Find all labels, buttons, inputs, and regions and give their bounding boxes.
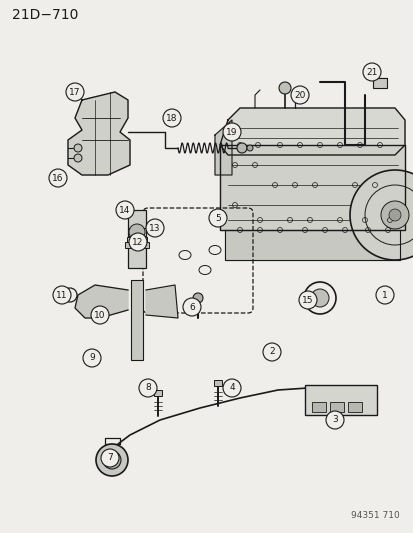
Text: 14: 14 xyxy=(119,206,131,214)
Circle shape xyxy=(310,289,328,307)
Circle shape xyxy=(278,82,290,94)
FancyBboxPatch shape xyxy=(347,402,361,412)
Circle shape xyxy=(163,109,180,127)
Text: 17: 17 xyxy=(69,87,81,96)
Text: 18: 18 xyxy=(166,114,177,123)
Polygon shape xyxy=(219,145,404,230)
Text: 2: 2 xyxy=(268,348,274,357)
Text: 6: 6 xyxy=(189,303,195,311)
Text: 11: 11 xyxy=(56,290,68,300)
Circle shape xyxy=(53,286,71,304)
Circle shape xyxy=(375,286,393,304)
Text: 1: 1 xyxy=(381,290,387,300)
FancyBboxPatch shape xyxy=(128,210,146,268)
Polygon shape xyxy=(224,230,399,260)
FancyBboxPatch shape xyxy=(128,228,146,236)
FancyBboxPatch shape xyxy=(131,280,142,360)
Circle shape xyxy=(74,154,82,162)
FancyBboxPatch shape xyxy=(125,242,149,248)
Polygon shape xyxy=(146,285,178,318)
Circle shape xyxy=(49,169,67,187)
Circle shape xyxy=(91,306,109,324)
Circle shape xyxy=(139,379,157,397)
Text: 5: 5 xyxy=(215,214,221,222)
Circle shape xyxy=(101,449,119,467)
Circle shape xyxy=(290,86,308,104)
Text: 13: 13 xyxy=(149,223,160,232)
Circle shape xyxy=(96,444,128,476)
Circle shape xyxy=(108,456,116,464)
Circle shape xyxy=(380,201,408,229)
Circle shape xyxy=(192,293,202,303)
Text: 19: 19 xyxy=(225,127,237,136)
Circle shape xyxy=(209,209,226,227)
Circle shape xyxy=(146,219,164,237)
Circle shape xyxy=(223,379,240,397)
Text: 20: 20 xyxy=(294,91,305,100)
Circle shape xyxy=(116,201,134,219)
FancyBboxPatch shape xyxy=(304,385,376,415)
Polygon shape xyxy=(68,92,130,175)
Circle shape xyxy=(223,123,240,141)
Circle shape xyxy=(183,298,201,316)
Polygon shape xyxy=(75,285,128,318)
FancyBboxPatch shape xyxy=(311,402,325,412)
Text: 9: 9 xyxy=(89,353,95,362)
Text: 8: 8 xyxy=(145,384,150,392)
Circle shape xyxy=(349,170,413,260)
Circle shape xyxy=(298,291,316,309)
Text: 94351 710: 94351 710 xyxy=(350,511,399,520)
Polygon shape xyxy=(219,108,404,155)
Circle shape xyxy=(129,224,145,240)
Text: 4: 4 xyxy=(229,384,234,392)
Polygon shape xyxy=(214,120,231,175)
Text: 7: 7 xyxy=(107,454,113,463)
Text: 10: 10 xyxy=(94,311,105,319)
Text: 12: 12 xyxy=(132,238,143,246)
Circle shape xyxy=(247,145,252,151)
FancyBboxPatch shape xyxy=(127,237,147,242)
FancyBboxPatch shape xyxy=(372,78,386,88)
Circle shape xyxy=(236,143,247,153)
Text: 3: 3 xyxy=(331,416,337,424)
Circle shape xyxy=(325,411,343,429)
Text: 21: 21 xyxy=(366,68,377,77)
Circle shape xyxy=(74,144,82,152)
Text: 16: 16 xyxy=(52,174,64,182)
Circle shape xyxy=(388,209,400,221)
FancyBboxPatch shape xyxy=(329,402,343,412)
FancyBboxPatch shape xyxy=(214,380,221,386)
Text: 15: 15 xyxy=(301,295,313,304)
Circle shape xyxy=(129,233,147,251)
Text: 21D−710: 21D−710 xyxy=(12,8,78,22)
Circle shape xyxy=(103,451,121,469)
Circle shape xyxy=(262,343,280,361)
Circle shape xyxy=(362,63,380,81)
FancyBboxPatch shape xyxy=(154,390,161,396)
Circle shape xyxy=(83,349,101,367)
Circle shape xyxy=(66,83,84,101)
